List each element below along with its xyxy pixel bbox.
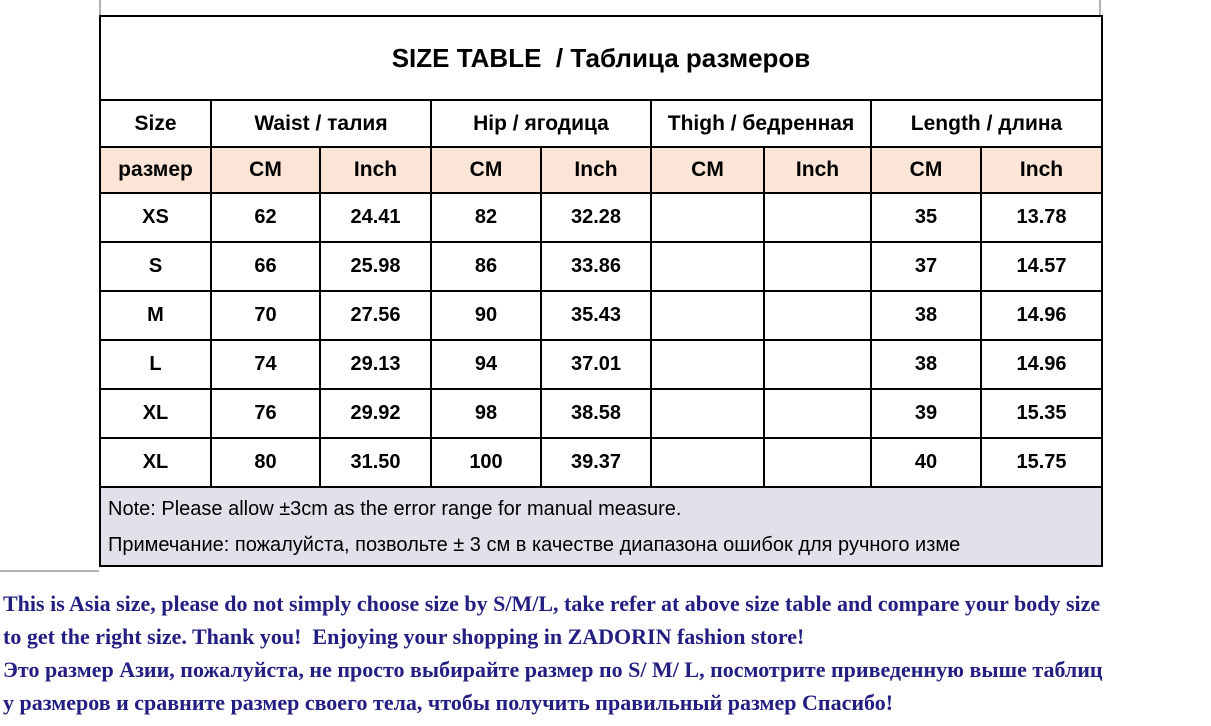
column-header-waist: Waist / талия xyxy=(210,99,432,148)
value-cell: 15.35 xyxy=(980,388,1103,439)
unit-header-cm: CM xyxy=(430,146,542,194)
unit-header-inch: Inch xyxy=(540,146,652,194)
value-cell: 24.41 xyxy=(319,192,432,243)
value-cell: 62 xyxy=(210,192,321,243)
footer-line-3: Это размер Азии, пожалуйста, не просто в… xyxy=(3,657,1103,682)
value-cell xyxy=(763,437,872,488)
value-cell: 82 xyxy=(430,192,542,243)
value-cell: 90 xyxy=(430,290,542,341)
size-table-title: SIZE TABLE / Таблица размеров xyxy=(99,15,1103,101)
value-cell: 35 xyxy=(870,192,982,243)
size-cell: XL xyxy=(99,388,212,439)
unit-header-cm: CM xyxy=(870,146,982,194)
value-cell: 33.86 xyxy=(540,241,652,292)
value-cell: 14.57 xyxy=(980,241,1103,292)
value-cell: 66 xyxy=(210,241,321,292)
title-row: SIZE TABLE / Таблица размеров xyxy=(99,15,1103,101)
value-cell: 38 xyxy=(870,339,982,390)
footer-note: This is Asia size, please do not simply … xyxy=(3,587,1103,719)
column-header-hip: Hip / ягодица xyxy=(430,99,652,148)
value-cell: 13.78 xyxy=(980,192,1103,243)
value-cell: 15.75 xyxy=(980,437,1103,488)
value-cell xyxy=(763,388,872,439)
column-header-size: Size xyxy=(99,99,212,148)
size-row-xs: XS 62 24.41 82 32.28 35 13.78 xyxy=(99,192,1103,243)
value-cell: 86 xyxy=(430,241,542,292)
value-cell: 40 xyxy=(870,437,982,488)
value-cell xyxy=(650,192,765,243)
value-cell: 39.37 xyxy=(540,437,652,488)
value-cell: 38.58 xyxy=(540,388,652,439)
size-cell: L xyxy=(99,339,212,390)
column-header-length: Length / длина xyxy=(870,99,1103,148)
value-cell: 31.50 xyxy=(319,437,432,488)
value-cell xyxy=(763,192,872,243)
value-cell: 74 xyxy=(210,339,321,390)
size-row-s: S 66 25.98 86 33.86 37 14.57 xyxy=(99,241,1103,292)
value-cell: 80 xyxy=(210,437,321,488)
footer-line-2: to get the right size. Thank you! Enjoyi… xyxy=(3,624,805,649)
value-cell: 14.96 xyxy=(980,339,1103,390)
size-row-l: L 74 29.13 94 37.01 38 14.96 xyxy=(99,339,1103,390)
value-cell xyxy=(763,339,872,390)
value-cell: 38 xyxy=(870,290,982,341)
size-cell: S xyxy=(99,241,212,292)
value-cell: 32.28 xyxy=(540,192,652,243)
gridline-remnant-top-right xyxy=(1099,0,1101,15)
footer-line-1: This is Asia size, please do not simply … xyxy=(3,591,1101,616)
value-cell: 29.92 xyxy=(319,388,432,439)
unit-header-row: размер CM Inch CM Inch CM Inch CM Inch xyxy=(99,146,1103,194)
value-cell: 25.98 xyxy=(319,241,432,292)
unit-header-inch: Inch xyxy=(763,146,872,194)
size-cell: XL xyxy=(99,437,212,488)
value-cell: 76 xyxy=(210,388,321,439)
value-cell: 35.43 xyxy=(540,290,652,341)
unit-header-razmer: размер xyxy=(99,146,212,194)
size-cell: M xyxy=(99,290,212,341)
value-cell: 94 xyxy=(430,339,542,390)
gridline-remnant-top-left xyxy=(99,0,101,15)
note-cell: Note: Please allow ±3cm as the error ran… xyxy=(99,486,1103,567)
value-cell: 39 xyxy=(870,388,982,439)
value-cell: 37.01 xyxy=(540,339,652,390)
size-row-xl-2: XL 80 31.50 100 39.37 40 15.75 xyxy=(99,437,1103,488)
note-row: Note: Please allow ±3cm as the error ran… xyxy=(99,486,1103,567)
unit-header-inch: Inch xyxy=(319,146,432,194)
size-table-sheet: SIZE TABLE / Таблица размеров Size Waist… xyxy=(99,15,1103,567)
unit-header-cm: CM xyxy=(210,146,321,194)
value-cell xyxy=(650,339,765,390)
size-row-m: M 70 27.56 90 35.43 38 14.96 xyxy=(99,290,1103,341)
column-header-thigh: Thigh / бедренная xyxy=(650,99,872,148)
value-cell xyxy=(763,290,872,341)
value-cell xyxy=(763,241,872,292)
size-row-xl: XL 76 29.92 98 38.58 39 15.35 xyxy=(99,388,1103,439)
note-line-en: Note: Please allow ±3cm as the error ran… xyxy=(108,497,682,520)
value-cell: 100 xyxy=(430,437,542,488)
note-line-ru: Примечание: пожалуйста, позвольте ± 3 см… xyxy=(108,533,961,556)
value-cell xyxy=(650,437,765,488)
gridline-remnant-bottom-left xyxy=(0,570,99,572)
unit-header-cm: CM xyxy=(650,146,765,194)
value-cell: 14.96 xyxy=(980,290,1103,341)
value-cell: 70 xyxy=(210,290,321,341)
value-cell: 29.13 xyxy=(319,339,432,390)
unit-header-inch: Inch xyxy=(980,146,1103,194)
size-table: SIZE TABLE / Таблица размеров Size Waist… xyxy=(99,15,1103,567)
value-cell xyxy=(650,388,765,439)
value-cell xyxy=(650,241,765,292)
value-cell: 98 xyxy=(430,388,542,439)
value-cell: 27.56 xyxy=(319,290,432,341)
value-cell: 37 xyxy=(870,241,982,292)
column-group-row: Size Waist / талия Hip / ягодица Thigh /… xyxy=(99,99,1103,148)
value-cell xyxy=(650,290,765,341)
footer-line-4: у размеров и сравните размер своего тела… xyxy=(3,690,894,715)
size-cell: XS xyxy=(99,192,212,243)
